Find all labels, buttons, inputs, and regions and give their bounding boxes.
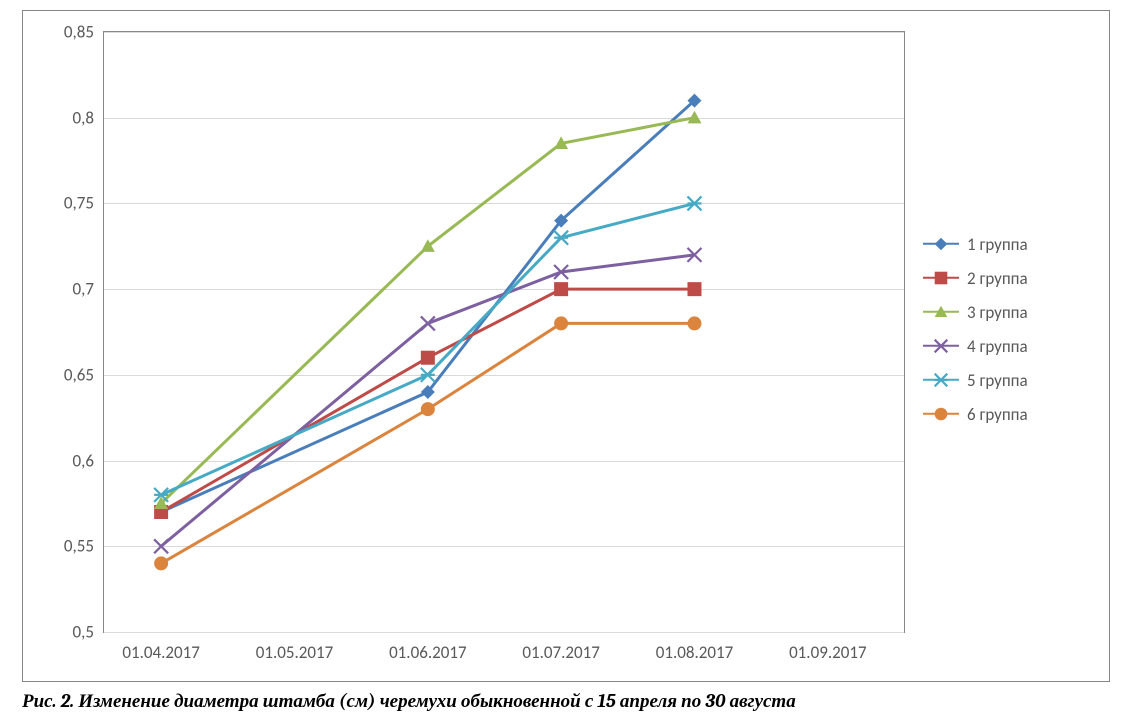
legend-entry: 2 группа <box>923 267 1093 289</box>
y-tick-label: 0,5 <box>73 622 104 643</box>
legend-swatch <box>923 369 959 391</box>
legend-entry: 1 группа <box>923 233 1093 255</box>
series-marker <box>154 539 168 553</box>
series-marker <box>554 231 568 245</box>
figure-root: 0,5 0,55 0,6 0,65 0,7 0,75 0,8 0,85 01.04.2017 01… <box>0 0 1130 725</box>
legend-entry: 5 группа <box>923 369 1093 391</box>
legend-label: 3 группа <box>967 302 1028 323</box>
legend-label: 5 группа <box>967 370 1028 391</box>
series-marker <box>421 316 435 330</box>
series-marker <box>154 556 168 570</box>
x-tick-label: 01.08.2017 <box>656 632 734 663</box>
x-tick-label: 01.07.2017 <box>522 632 600 663</box>
y-tick-label: 0,8 <box>73 107 104 128</box>
legend: 1 группа 2 группа 3 группа 4 группа 5 груп… <box>923 221 1093 437</box>
y-tick-label: 0,7 <box>73 279 104 300</box>
series-line <box>161 118 694 504</box>
series-marker <box>421 368 435 382</box>
y-tick-label: 0,55 <box>64 536 104 557</box>
legend-swatch <box>923 335 959 357</box>
x-tick-label: 01.09.2017 <box>789 632 867 663</box>
legend-swatch <box>923 233 959 255</box>
series-marker <box>687 111 701 124</box>
series-marker <box>421 351 435 365</box>
legend-entry: 4 группа <box>923 335 1093 357</box>
legend-entry: 6 группа <box>923 403 1093 425</box>
series-marker <box>554 282 568 296</box>
series-line <box>161 255 694 546</box>
legend-swatch <box>923 403 959 425</box>
legend-swatch <box>923 267 959 289</box>
plot-area: 0,50,550,60,650,70,750,80,8501.04.201701… <box>103 31 905 633</box>
legend-entry: 3 группа <box>923 301 1093 323</box>
series-marker <box>687 316 701 330</box>
gridline <box>104 632 904 633</box>
x-tick-label: 01.04.2017 <box>122 632 200 663</box>
x-tick-label: 01.06.2017 <box>389 632 467 663</box>
series-line <box>161 101 694 512</box>
series-marker <box>554 316 568 330</box>
y-tick-label: 0,75 <box>64 193 104 214</box>
legend-label: 4 группа <box>967 336 1028 357</box>
legend-label: 6 группа <box>967 404 1028 425</box>
chart-frame: 0,5 0,55 0,6 0,65 0,7 0,75 0,8 0,85 01.04.2017 01… <box>22 10 1110 682</box>
y-tick-label: 0,65 <box>64 364 104 385</box>
legend-swatch <box>923 301 959 323</box>
y-tick-label: 0,6 <box>73 450 104 471</box>
figure-caption: Рис. 2. Изменение диаметра штамба (см) ч… <box>22 690 1108 713</box>
series-layer <box>104 32 904 632</box>
series-marker <box>687 282 701 296</box>
y-tick-label: 0,85 <box>64 22 104 43</box>
series-marker <box>687 196 701 210</box>
x-tick-label: 01.05.2017 <box>256 632 334 663</box>
legend-label: 1 группа <box>967 234 1028 255</box>
legend-label: 2 группа <box>967 268 1028 289</box>
series-marker <box>421 402 435 416</box>
